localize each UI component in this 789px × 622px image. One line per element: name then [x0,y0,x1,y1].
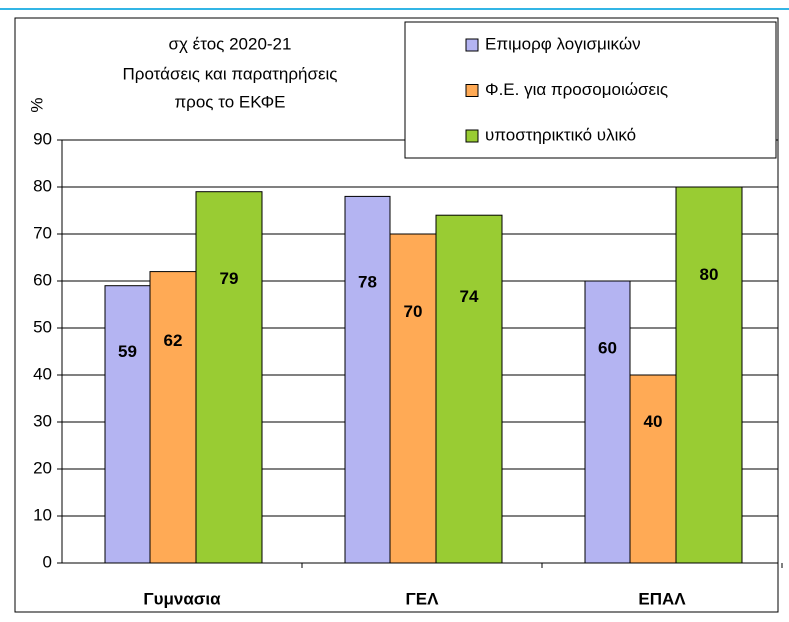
legend-swatch [465,129,479,143]
data-label: 60 [598,339,617,358]
data-label: 70 [404,302,423,321]
chart-title: προς το ΕΚΦΕ [174,92,285,111]
y-tick-label: 70 [33,223,52,242]
data-label: 80 [700,265,719,284]
data-label: 78 [358,273,377,292]
y-axis-label: % [27,97,46,112]
data-label: 40 [644,412,663,431]
y-tick-label: 50 [33,317,52,336]
y-tick-label: 30 [33,411,52,430]
legend-swatch [465,84,479,97]
bar [629,374,677,564]
data-label: 79 [220,269,239,288]
bar [389,233,437,564]
data-label: 59 [118,342,137,361]
legend-swatch [465,38,479,52]
bar [344,195,391,564]
y-tick-label: 20 [33,458,52,477]
legend-label: Φ.Ε. για προσομοιώσεις [485,80,668,99]
bar [584,280,631,564]
bar [675,186,743,564]
bar [195,191,263,564]
data-label: 62 [164,331,183,350]
y-tick-label: 10 [33,505,52,524]
y-tick-label: 80 [33,176,52,195]
x-tick-label: ΕΠΑΛ [638,589,686,608]
bar [104,285,151,564]
data-label: 74 [460,287,479,306]
legend-label: Επιμορφ λογισμικών [485,34,641,53]
chart-title: Προτάσεις και παρατηρήσεις [123,64,338,83]
bar [149,271,197,564]
y-tick-label: 90 [33,129,52,148]
chart-title: σχ έτος 2020-21 [169,34,292,53]
y-tick-label: 40 [33,364,52,383]
bar [435,214,503,564]
y-tick-label: 60 [33,270,52,289]
x-tick-label: ΓΕΛ [406,589,440,608]
y-tick-label: 0 [43,552,52,571]
legend-label: υποστηρικτικό υλικό [485,125,636,144]
x-tick-label: Γυμνασια [143,589,221,608]
